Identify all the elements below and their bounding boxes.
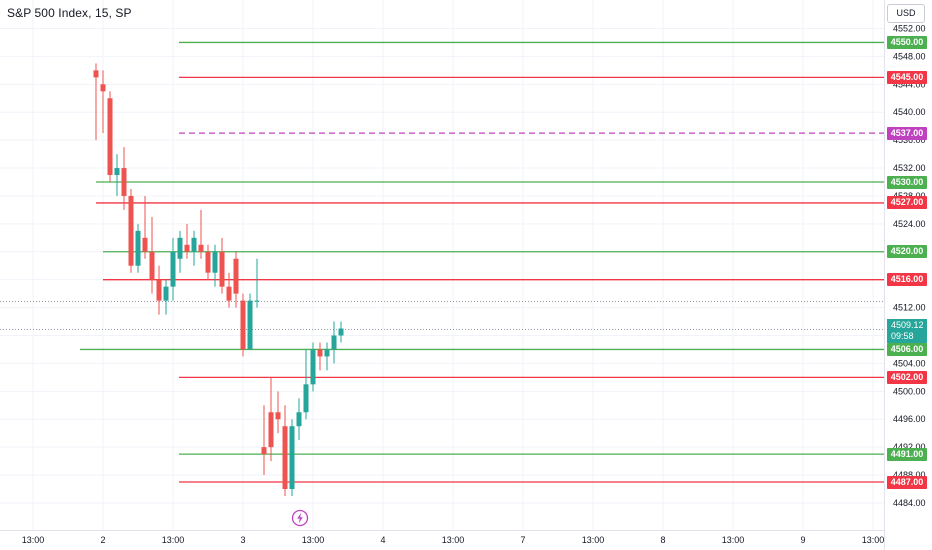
level-price-tag: 4506.00 (887, 342, 927, 356)
y-tick-label: 4552.00 (893, 24, 926, 34)
candle-body (310, 349, 316, 385)
candle-body (170, 251, 176, 287)
candle-body (282, 426, 288, 489)
candle-body (163, 286, 169, 301)
level-price-tag: 4491.00 (887, 447, 927, 461)
candle-body (317, 349, 323, 357)
candle-body (121, 168, 127, 196)
y-tick-label: 4512.00 (893, 303, 926, 313)
candle-body (331, 335, 337, 350)
candle-body (324, 349, 330, 357)
x-tick-label: 7 (520, 535, 525, 545)
last-price-value: 4509.12 (891, 320, 924, 330)
x-tick-label: 13:00 (302, 535, 325, 545)
candlesticks (93, 63, 344, 496)
candle-body (205, 251, 211, 273)
y-tick-label: 4492.00 (893, 442, 926, 452)
candle-body (219, 251, 225, 287)
candle-body (114, 168, 120, 176)
candle-body (240, 300, 246, 350)
last-price-tag: 4509.12 09:58 (887, 319, 927, 343)
y-tick-label: 4544.00 (893, 79, 926, 89)
level-price-tag: 4545.00 (887, 70, 927, 84)
x-tick-label: 13:00 (442, 535, 465, 545)
y-tick-label: 4500.00 (893, 386, 926, 396)
candle-body (226, 286, 232, 301)
candle-body (296, 412, 302, 427)
candle-body (107, 98, 113, 176)
y-tick-label: 4496.00 (893, 414, 926, 424)
y-tick-label: 4540.00 (893, 107, 926, 117)
grid-lines (0, 0, 884, 530)
candle-body (191, 237, 197, 252)
candle-body (254, 300, 260, 302)
x-tick-label: 13:00 (722, 535, 745, 545)
candle-body (135, 230, 141, 266)
price-levels (0, 41, 884, 483)
lightning-bolt-icon[interactable] (291, 509, 309, 527)
level-price-tag: 4502.00 (887, 370, 927, 384)
x-tick-label: 13:00 (582, 535, 605, 545)
level-price-tag: 4516.00 (887, 273, 927, 287)
level-price-tag: 4487.00 (887, 475, 927, 489)
level-price-tag: 4527.00 (887, 196, 927, 210)
candle-body (184, 244, 190, 252)
candle-body (212, 251, 218, 273)
y-tick-label: 4524.00 (893, 219, 926, 229)
y-tick-label: 4536.00 (893, 135, 926, 145)
y-tick-label: 4484.00 (893, 498, 926, 508)
x-tick-label: 8 (660, 535, 665, 545)
y-tick-label: 4504.00 (893, 358, 926, 368)
candle-body (198, 244, 204, 252)
x-tick-label: 13:00 (162, 535, 185, 545)
bar-countdown: 09:58 (891, 331, 914, 341)
level-price-tag: 4550.00 (887, 35, 927, 49)
candle-body (156, 279, 162, 301)
x-tick-label: 9 (800, 535, 805, 545)
candle-body (338, 328, 344, 336)
candle-body (177, 237, 183, 259)
level-price-tag: 4520.00 (887, 245, 927, 259)
x-tick-label: 13:00 (862, 535, 885, 545)
candle-body (128, 195, 134, 266)
candle-body (268, 412, 274, 448)
x-tick-label: 4 (380, 535, 385, 545)
y-tick-label: 4532.00 (893, 163, 926, 173)
x-tick-label: 13:00 (22, 535, 45, 545)
candle-body (142, 237, 148, 252)
candle-body (233, 258, 239, 294)
candle-body (303, 384, 309, 413)
candle-body (275, 412, 281, 420)
level-price-tag: 4537.00 (887, 126, 927, 140)
y-tick-label: 4528.00 (893, 191, 926, 201)
y-tick-label: 4488.00 (893, 470, 926, 480)
candle-body (247, 300, 253, 350)
candle-body (149, 251, 155, 280)
x-tick-label: 2 (100, 535, 105, 545)
candle-body (289, 426, 295, 489)
currency-button[interactable]: USD (887, 4, 925, 23)
candle-body (261, 447, 267, 455)
chart-title: S&P 500 Index, 15, SP (7, 6, 132, 20)
x-tick-label: 3 (240, 535, 245, 545)
level-price-tag: 4530.00 (887, 175, 927, 189)
candle-body (100, 84, 106, 92)
candle-body (93, 70, 99, 78)
y-tick-label: 4548.00 (893, 51, 926, 61)
